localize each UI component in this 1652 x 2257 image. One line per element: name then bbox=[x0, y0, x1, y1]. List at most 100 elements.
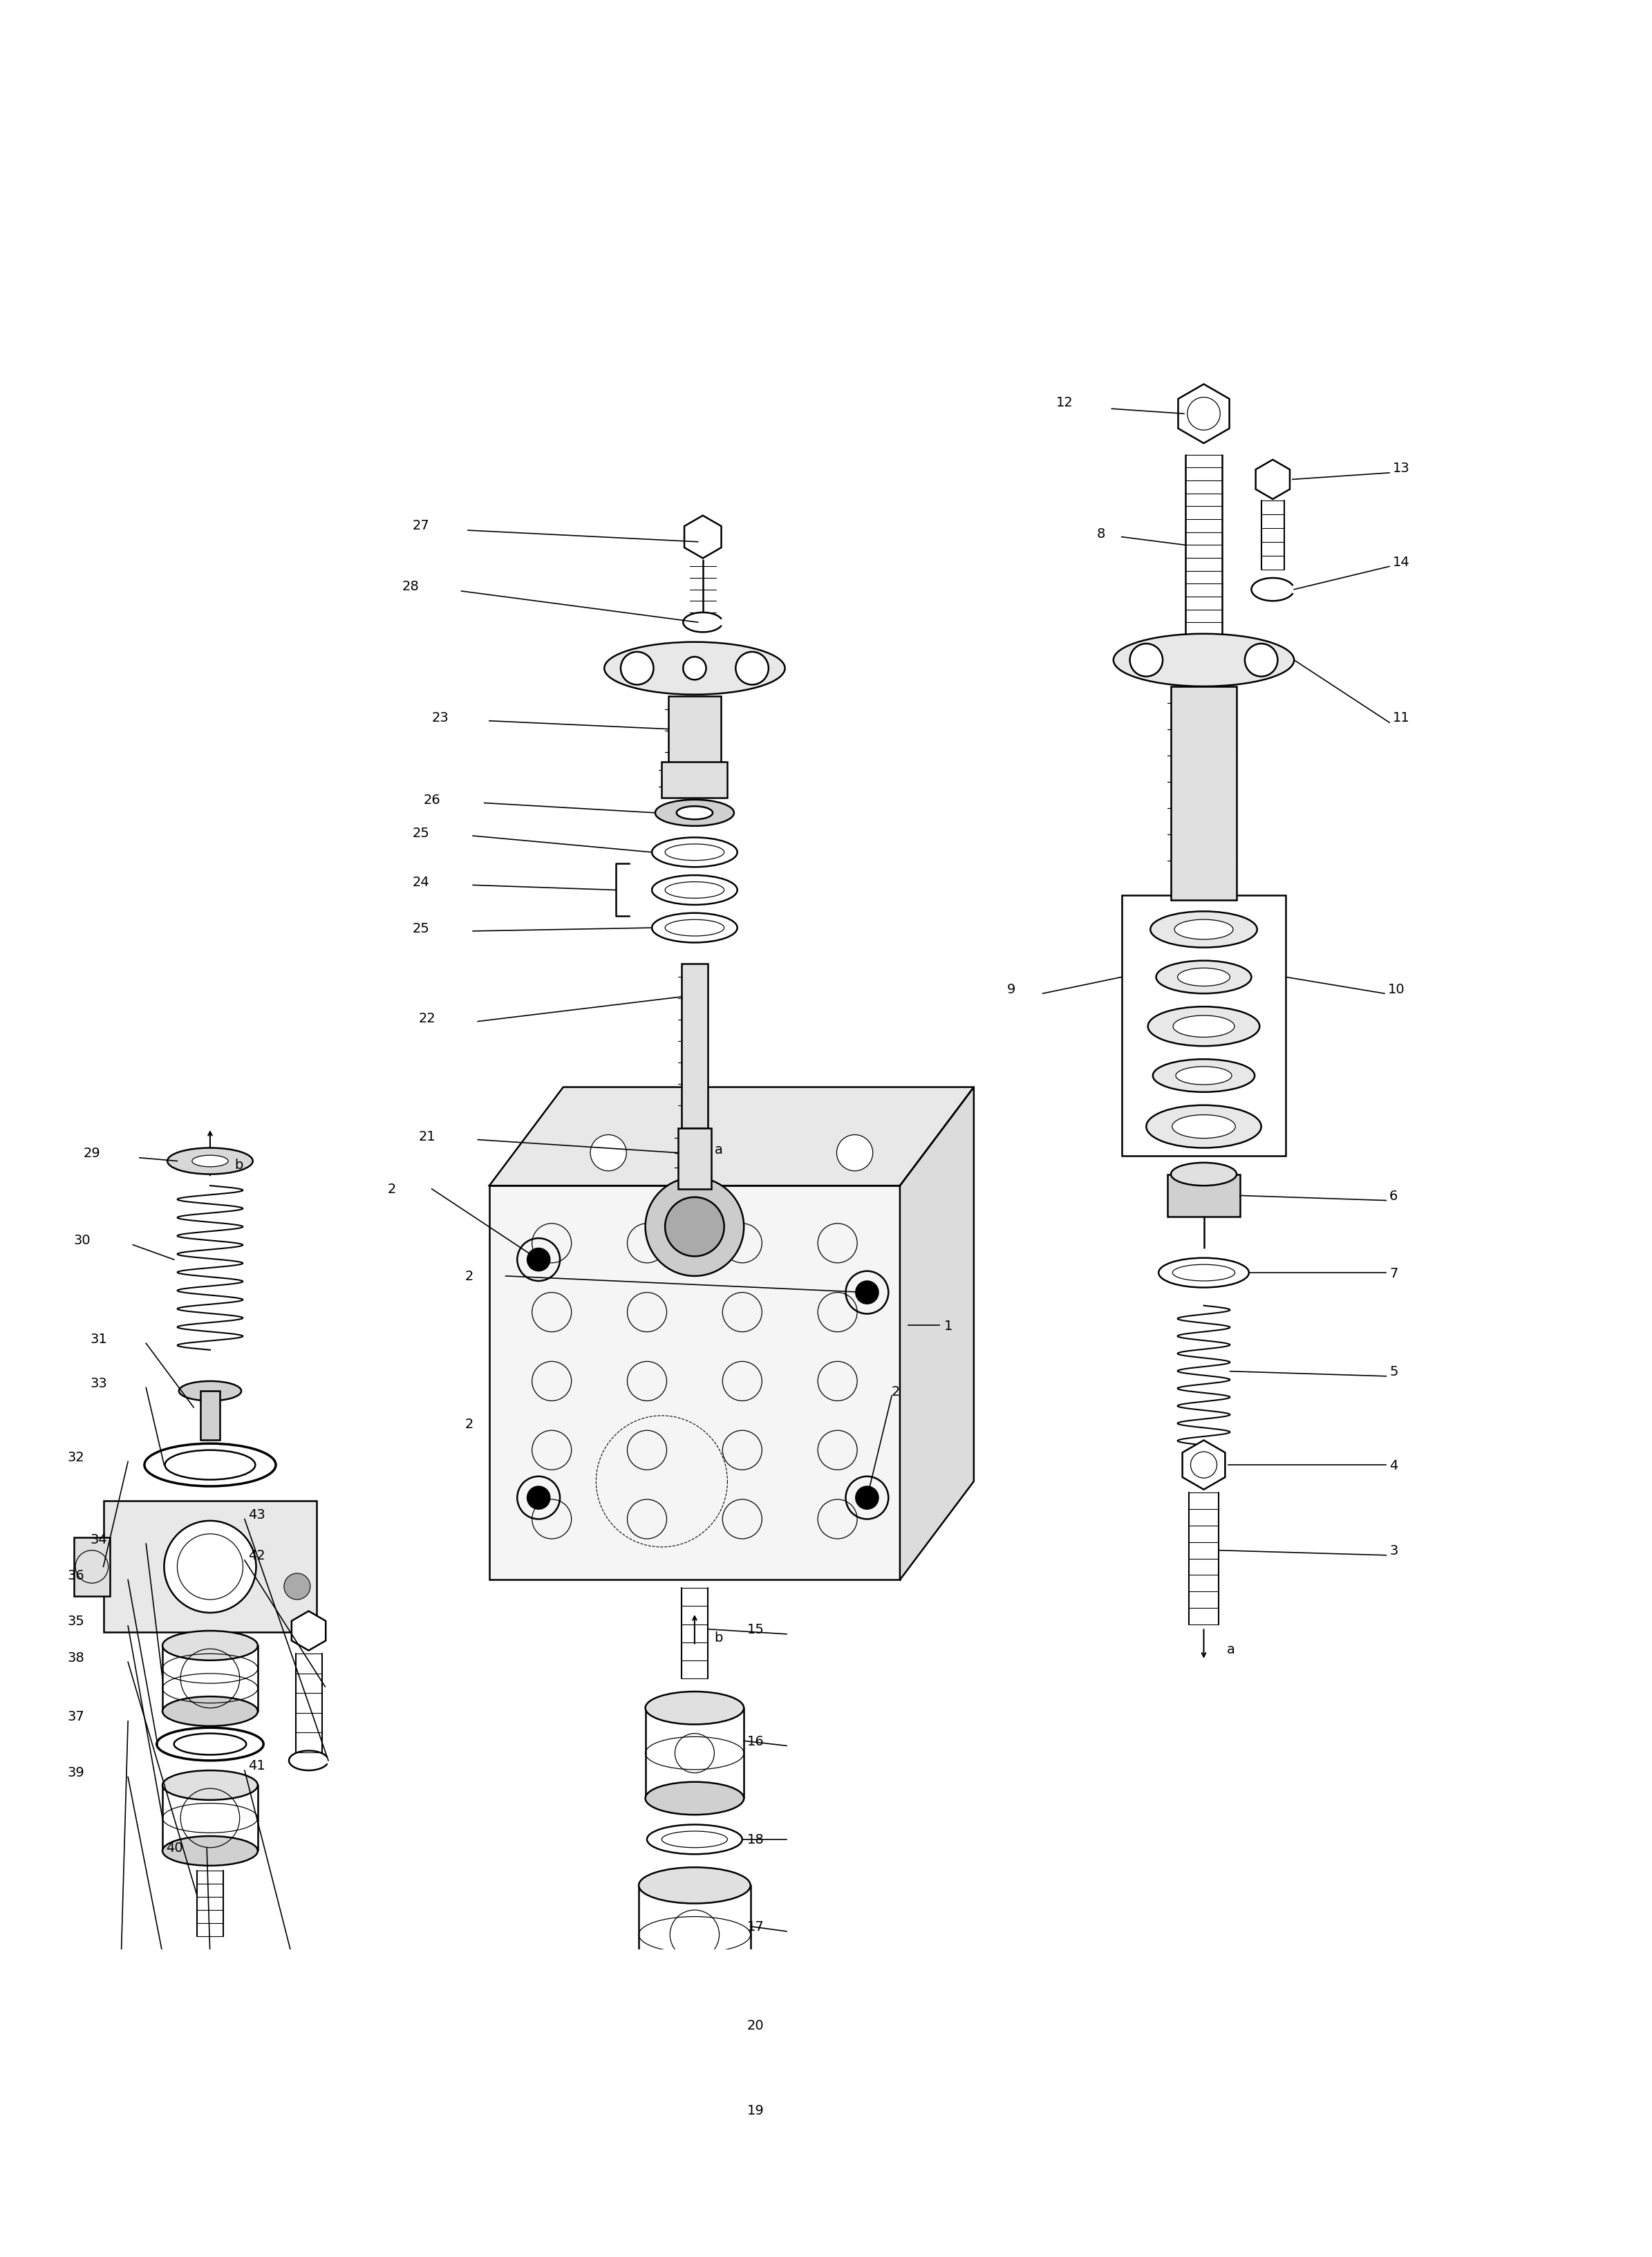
Text: 4: 4 bbox=[1389, 1458, 1398, 1472]
Text: 18: 18 bbox=[747, 1833, 765, 1846]
Ellipse shape bbox=[192, 1156, 228, 1167]
Circle shape bbox=[164, 1521, 256, 1614]
Circle shape bbox=[836, 1135, 872, 1171]
Bar bbox=[679, 1128, 710, 1189]
Ellipse shape bbox=[1173, 1115, 1236, 1138]
Text: 2: 2 bbox=[892, 1384, 900, 1397]
Text: 15: 15 bbox=[747, 1623, 765, 1636]
Bar bbox=[1171, 686, 1237, 901]
Text: 12: 12 bbox=[1056, 397, 1074, 409]
Text: 24: 24 bbox=[411, 876, 430, 889]
Ellipse shape bbox=[1113, 634, 1294, 686]
Bar bbox=[662, 763, 727, 799]
Text: 7: 7 bbox=[1389, 1266, 1398, 1280]
Ellipse shape bbox=[162, 1632, 258, 1661]
Text: 2: 2 bbox=[464, 1271, 472, 1282]
Circle shape bbox=[856, 1487, 879, 1510]
Polygon shape bbox=[291, 1611, 325, 1650]
Ellipse shape bbox=[1148, 1007, 1259, 1047]
Ellipse shape bbox=[162, 1697, 258, 1727]
Ellipse shape bbox=[167, 1149, 253, 1174]
Text: b: b bbox=[235, 1158, 243, 1171]
Text: a: a bbox=[1227, 1643, 1236, 1657]
Circle shape bbox=[155, 1966, 215, 2025]
Ellipse shape bbox=[677, 806, 712, 819]
Text: 22: 22 bbox=[418, 1011, 436, 1025]
Circle shape bbox=[590, 1135, 626, 1171]
Text: b: b bbox=[714, 1632, 724, 1643]
Text: 29: 29 bbox=[84, 1147, 101, 1160]
Text: 43: 43 bbox=[248, 1508, 264, 1521]
Bar bbox=[489, 1185, 900, 1580]
Text: 30: 30 bbox=[74, 1235, 91, 1246]
Text: 6: 6 bbox=[1389, 1189, 1398, 1203]
Text: 25: 25 bbox=[411, 826, 430, 840]
Circle shape bbox=[666, 1198, 724, 1257]
Text: 26: 26 bbox=[423, 794, 441, 806]
Text: 11: 11 bbox=[1393, 711, 1409, 724]
Circle shape bbox=[1191, 1451, 1218, 1478]
Text: 36: 36 bbox=[68, 1569, 84, 1582]
Bar bbox=[119, 1952, 301, 2061]
Circle shape bbox=[684, 657, 705, 679]
Circle shape bbox=[856, 1282, 879, 1305]
Polygon shape bbox=[182, 2252, 221, 2257]
Ellipse shape bbox=[178, 1381, 241, 1402]
Text: 34: 34 bbox=[91, 1533, 107, 1546]
Ellipse shape bbox=[605, 643, 785, 695]
Text: 42: 42 bbox=[248, 1548, 264, 1562]
Bar bbox=[1122, 896, 1285, 1156]
Polygon shape bbox=[900, 1088, 973, 1580]
Text: 37: 37 bbox=[68, 1711, 84, 1722]
Ellipse shape bbox=[656, 799, 733, 826]
Ellipse shape bbox=[1146, 1106, 1260, 1149]
Ellipse shape bbox=[639, 1867, 750, 1903]
Ellipse shape bbox=[162, 1837, 258, 1867]
Ellipse shape bbox=[1150, 912, 1257, 948]
Text: 21: 21 bbox=[418, 1131, 436, 1144]
Polygon shape bbox=[684, 517, 722, 560]
Ellipse shape bbox=[646, 1693, 743, 1724]
Circle shape bbox=[1188, 397, 1221, 431]
Circle shape bbox=[1246, 643, 1277, 677]
Ellipse shape bbox=[646, 1783, 743, 1815]
Text: 2: 2 bbox=[388, 1183, 396, 1196]
Ellipse shape bbox=[1173, 1016, 1234, 1038]
Bar bbox=[200, 1390, 220, 1440]
Circle shape bbox=[1130, 643, 1163, 677]
Text: 19: 19 bbox=[747, 2104, 765, 2117]
Text: 17: 17 bbox=[747, 1921, 765, 1932]
Ellipse shape bbox=[162, 1769, 258, 1801]
Bar bbox=[1168, 1174, 1241, 1217]
Ellipse shape bbox=[1156, 961, 1251, 993]
Bar bbox=[669, 697, 720, 794]
Polygon shape bbox=[1256, 460, 1290, 499]
Polygon shape bbox=[489, 1088, 973, 1185]
Text: 5: 5 bbox=[1389, 1365, 1398, 1379]
Text: 40: 40 bbox=[165, 1842, 183, 1855]
Polygon shape bbox=[1178, 384, 1229, 445]
Polygon shape bbox=[1183, 1440, 1226, 1490]
Text: 41: 41 bbox=[248, 1758, 264, 1772]
Text: 38: 38 bbox=[68, 1650, 84, 1663]
Text: 2: 2 bbox=[464, 1417, 472, 1431]
Ellipse shape bbox=[639, 1966, 750, 2002]
Text: 35: 35 bbox=[68, 1614, 84, 1627]
Ellipse shape bbox=[1175, 921, 1232, 939]
Ellipse shape bbox=[1153, 1059, 1254, 1092]
Text: 3: 3 bbox=[1389, 1544, 1398, 1557]
Polygon shape bbox=[676, 2169, 714, 2210]
Circle shape bbox=[527, 1248, 550, 1271]
Text: 33: 33 bbox=[91, 1377, 107, 1390]
Text: 32: 32 bbox=[68, 1451, 84, 1463]
Text: 31: 31 bbox=[91, 1332, 107, 1345]
Text: 10: 10 bbox=[1388, 982, 1404, 995]
Polygon shape bbox=[187, 2054, 233, 2106]
Ellipse shape bbox=[1178, 968, 1231, 986]
Text: a: a bbox=[714, 1144, 722, 1156]
Text: 9: 9 bbox=[1006, 982, 1016, 995]
Text: 8: 8 bbox=[1097, 528, 1105, 542]
Circle shape bbox=[735, 652, 768, 686]
Circle shape bbox=[221, 1984, 264, 2027]
Text: 14: 14 bbox=[1393, 555, 1409, 569]
